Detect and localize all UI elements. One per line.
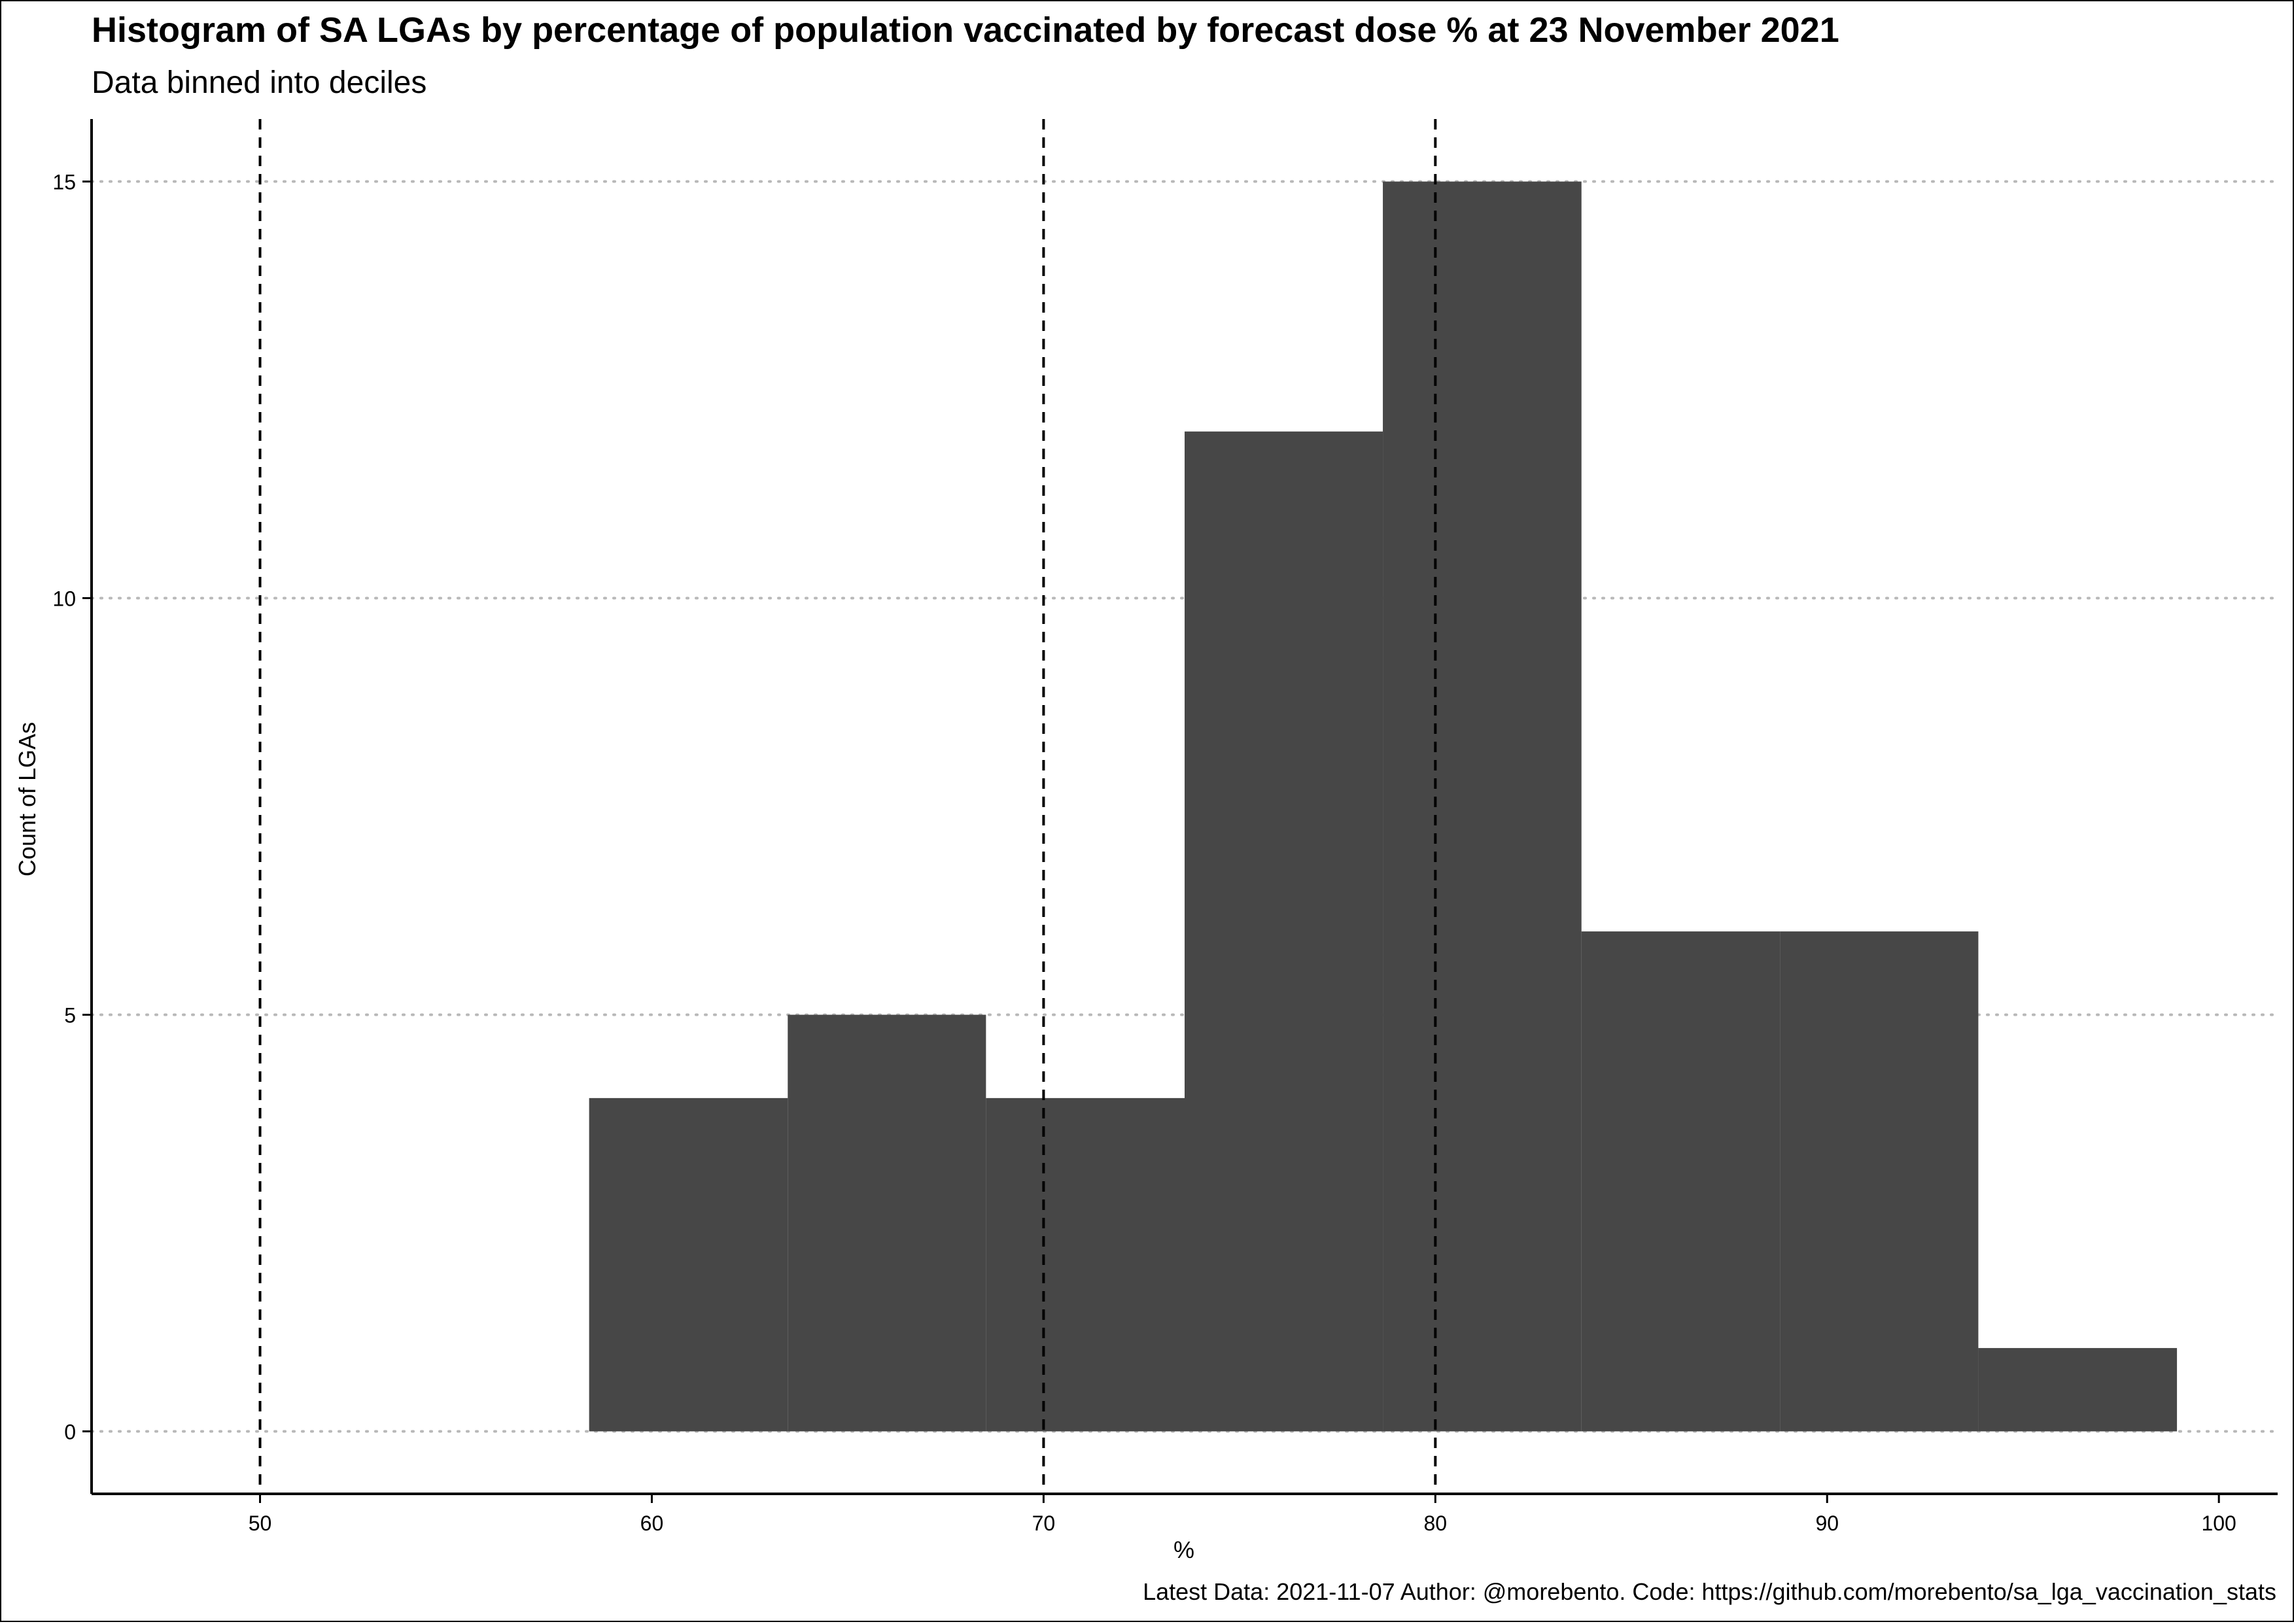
histogram-bars xyxy=(589,181,2178,1432)
histogram-bar-4 xyxy=(1383,181,1582,1432)
chart-subtitle: Data binned into deciles xyxy=(92,65,426,100)
x-tick-label-90: 90 xyxy=(1815,1512,1839,1535)
reference-lines xyxy=(258,119,1437,1494)
histogram-bar-3 xyxy=(1185,431,1383,1432)
x-tick-label-60: 60 xyxy=(640,1512,664,1535)
y-axis-title: Count of LGAs xyxy=(14,722,41,876)
histogram-bar-1 xyxy=(788,1014,986,1432)
histogram-bar-6 xyxy=(1780,931,1979,1432)
histogram-bar-2 xyxy=(986,1097,1185,1432)
histogram-bar-5 xyxy=(1581,931,1781,1432)
x-tick-label-70: 70 xyxy=(1032,1512,1056,1535)
chart-title: Histogram of SA LGAs by percentage of po… xyxy=(92,10,1839,50)
y-tick-label-0: 0 xyxy=(64,1420,76,1443)
histogram-bar-7 xyxy=(1978,1348,2178,1432)
y-tick-label-5: 5 xyxy=(64,1003,76,1027)
x-axis-title: % xyxy=(1173,1536,1194,1563)
axes xyxy=(90,119,2278,1495)
x-tick-label-50: 50 xyxy=(249,1512,272,1535)
y-tick-label-15: 15 xyxy=(52,171,76,194)
x-tick-label-100: 100 xyxy=(2201,1512,2236,1535)
chart-caption: Latest Data: 2021-11-07 Author: @moreben… xyxy=(1143,1578,2276,1605)
tick-labels: 0 5 10 15 50 60 70 80 90 100 xyxy=(52,171,2236,1535)
y-tick-label-10: 10 xyxy=(52,587,76,611)
x-tick-label-80: 80 xyxy=(1424,1512,1448,1535)
histogram-bar-0 xyxy=(589,1097,788,1432)
